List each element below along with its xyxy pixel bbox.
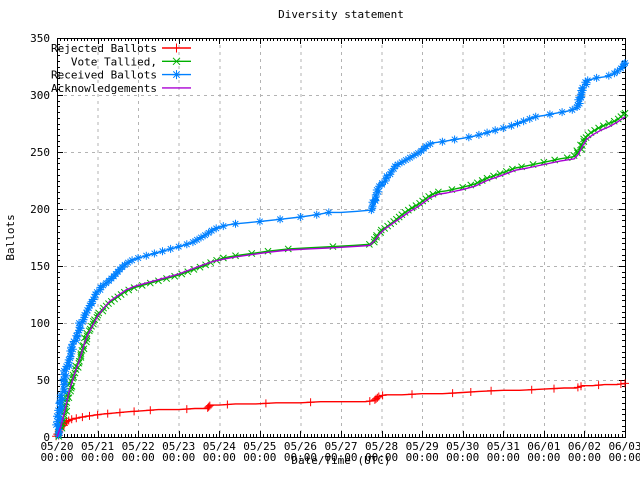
x-tick-date: 05/31 (487, 440, 520, 453)
x-tick-labels: 05/2000:0005/2100:0005/2200:0005/2300:00… (40, 440, 640, 464)
x-tick-date: 05/23 (162, 440, 195, 453)
legend-sample-marker (172, 43, 181, 53)
y-tick-label: 250 (30, 146, 50, 159)
x-tick-date: 06/02 (568, 440, 601, 453)
chart-title: Diversity statement (278, 8, 404, 21)
y-axis-label: Ballots (4, 214, 17, 260)
y-tick-label: 50 (37, 374, 50, 387)
x-tick-date: 05/25 (243, 440, 276, 453)
x-tick-time: 00:00 (608, 451, 640, 464)
x-tick-date: 05/29 (406, 440, 439, 453)
series-line-acknowledgements (56, 116, 626, 438)
x-tick-date: 05/28 (365, 440, 398, 453)
x-tick-date: 06/01 (527, 440, 560, 453)
y-tick-label: 150 (30, 260, 50, 273)
x-tick-date: 05/27 (324, 440, 357, 453)
x-tick-time: 00:00 (406, 451, 439, 464)
x-tick-time: 00:00 (81, 451, 114, 464)
x-tick-time: 00:00 (365, 451, 398, 464)
x-tick-time: 00:00 (122, 451, 155, 464)
axis-ticks (57, 38, 626, 438)
x-tick-date: 06/03 (608, 440, 640, 453)
series-acknowledgements (56, 116, 626, 438)
x-tick-time: 00:00 (446, 451, 479, 464)
legend-sample-marker (172, 57, 181, 66)
legend-label: Rejected Ballots (51, 42, 157, 55)
series-markers-received-ballots (52, 59, 629, 440)
x-tick-date: 05/30 (446, 440, 479, 453)
x-tick-time: 00:00 (568, 451, 601, 464)
x-tick-time: 00:00 (203, 451, 236, 464)
x-tick-time: 00:00 (243, 451, 276, 464)
x-tick-time: 00:00 (324, 451, 357, 464)
plot-border (57, 38, 626, 438)
x-tick-time: 00:00 (162, 451, 195, 464)
y-tick-label: 100 (30, 317, 50, 330)
x-tick-time: 00:00 (40, 451, 73, 464)
x-tick-date: 05/26 (284, 440, 317, 453)
x-tick-date: 05/22 (122, 440, 155, 453)
x-tick-time: 00:00 (487, 451, 520, 464)
x-axis-label: Date/Time (UTC) (291, 454, 390, 467)
x-tick-date: 05/24 (203, 440, 236, 453)
x-tick-date: 05/20 (40, 440, 73, 453)
x-tick-time: 00:00 (527, 451, 560, 464)
y-tick-label: 200 (30, 203, 50, 216)
y-tick-labels: 0 50 100 150 200 250 300 350 (30, 32, 50, 444)
y-tick-label: 0 (43, 431, 50, 444)
series-received-ballots (52, 59, 629, 440)
legend-sample-marker (172, 70, 181, 80)
grid-lines (57, 38, 625, 437)
x-tick-time: 00:00 (284, 451, 317, 464)
y-tick-label: 350 (30, 32, 50, 45)
x-tick-date: 05/21 (81, 440, 114, 453)
legend-label: Received Ballots (51, 69, 157, 82)
y-tick-label: 300 (30, 89, 50, 102)
legend-label: Acknowledgements (51, 82, 157, 95)
legend-label: Vote Tallied, (71, 55, 157, 68)
